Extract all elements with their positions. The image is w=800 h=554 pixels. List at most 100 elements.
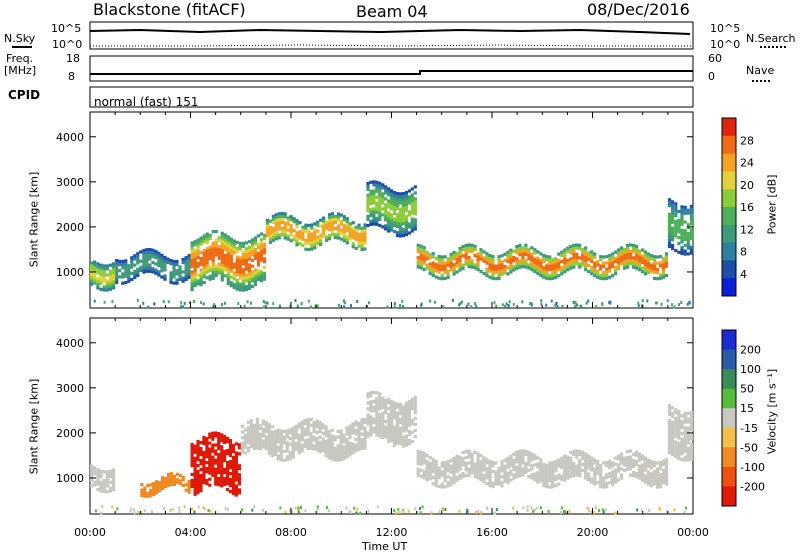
power-pixel — [93, 275, 97, 279]
power-pixel — [241, 262, 245, 266]
power-pixel — [560, 259, 564, 264]
power-pixel — [473, 244, 477, 248]
power-pixel — [671, 246, 675, 251]
velocity-pixel — [485, 467, 489, 471]
velocity-pixel — [667, 439, 672, 443]
velocity-pixel — [404, 425, 408, 429]
power-pixel — [542, 269, 546, 273]
power-pixel — [181, 261, 185, 265]
velocity-pixel — [363, 417, 367, 422]
power-pixel — [253, 283, 257, 287]
power-ground-scatter — [103, 300, 106, 304]
velocity-pixel — [217, 480, 221, 484]
power-pixel — [599, 258, 603, 262]
velocity-pixel — [306, 426, 310, 430]
power-pixel — [307, 223, 311, 228]
velocity-pixel — [617, 463, 621, 467]
power-pixel — [632, 262, 636, 266]
power-pixel — [425, 257, 429, 261]
velocity-pixel — [288, 451, 292, 455]
velocity-pixel — [500, 475, 504, 479]
velocity-pixel — [395, 441, 400, 445]
power-pixel — [211, 273, 215, 277]
velocity-pixel — [152, 484, 156, 488]
velocity-pixel — [214, 431, 218, 435]
power-pixel — [572, 250, 576, 254]
power-pixel — [536, 256, 540, 260]
velocity-pixel — [220, 481, 224, 485]
velocity-pixel — [152, 490, 156, 494]
power-pixel — [316, 229, 320, 233]
velocity-pixel — [282, 429, 286, 434]
power-pixel — [124, 265, 128, 269]
power-pixel — [223, 268, 227, 272]
power-pixel — [667, 218, 672, 222]
power-pixel — [458, 268, 462, 272]
velocity-pixel — [354, 443, 358, 447]
velocity-pixel — [470, 470, 474, 474]
power-ground-scatter — [200, 301, 202, 305]
velocity-pixel — [345, 426, 349, 430]
power-pixel — [351, 245, 355, 249]
power-pixel — [590, 256, 594, 260]
power-pixel — [635, 244, 639, 249]
power-pixel — [655, 270, 660, 275]
power-pixel — [664, 258, 669, 262]
velocity-pixel — [240, 447, 244, 451]
power-pixel — [238, 256, 242, 260]
velocity-pixel — [655, 473, 660, 477]
velocity-pixel — [449, 470, 453, 474]
power-ground-scatter — [540, 299, 543, 303]
power-pixel — [160, 263, 164, 267]
velocity-pixel — [234, 493, 238, 497]
velocity-pixel — [291, 455, 295, 459]
velocity-pixel — [90, 475, 94, 479]
power-pixel — [649, 254, 654, 258]
velocity-pixel — [169, 482, 173, 487]
velocity-ground-scatter — [209, 509, 212, 513]
power-pixel — [295, 219, 299, 223]
velocity-pixel — [398, 429, 403, 434]
power-pixel — [512, 259, 516, 263]
power-pixel — [307, 241, 311, 246]
velocity-pixel — [689, 413, 694, 417]
power-pixel — [646, 252, 651, 256]
power-pixel — [184, 274, 188, 278]
power-pixel — [253, 242, 257, 246]
velocity-pixel — [655, 476, 660, 480]
power-pixel — [307, 229, 311, 234]
power-pixel — [214, 253, 218, 257]
velocity-pixel — [431, 467, 435, 471]
velocity-pixel — [339, 446, 343, 450]
velocity-pixel — [518, 458, 522, 463]
power-pixel — [372, 210, 376, 214]
velocity-pixel — [282, 441, 286, 445]
velocity-pixel — [354, 423, 358, 427]
velocity-pixel — [93, 466, 97, 470]
power-pixel — [202, 254, 206, 258]
velocity-pixel — [300, 420, 304, 424]
power-pixel — [322, 219, 326, 223]
velocity-pixel — [261, 422, 265, 426]
power-pixel — [235, 284, 239, 288]
velocity-pixel — [643, 468, 648, 472]
velocity-pixel — [384, 434, 388, 438]
velocity-pixel — [363, 429, 367, 433]
power-pixel — [322, 216, 326, 220]
velocity-pixel — [515, 475, 519, 479]
velocity-pixel — [90, 472, 94, 477]
power-pixel — [680, 216, 684, 221]
power-pixel — [623, 251, 627, 255]
velocity-pixel — [671, 447, 675, 451]
power-pixel — [372, 213, 376, 217]
power-pixel — [524, 262, 528, 266]
power-pixel — [208, 251, 212, 255]
power-pixel — [686, 211, 690, 215]
velocity-pixel — [482, 468, 486, 472]
power-pixel — [611, 274, 615, 278]
velocity-pixel — [551, 482, 555, 486]
velocity-pixel — [539, 464, 543, 468]
velocity-pixel — [208, 462, 212, 466]
velocity-ground-scatter — [636, 508, 639, 512]
power-ground-scatter — [386, 305, 389, 309]
